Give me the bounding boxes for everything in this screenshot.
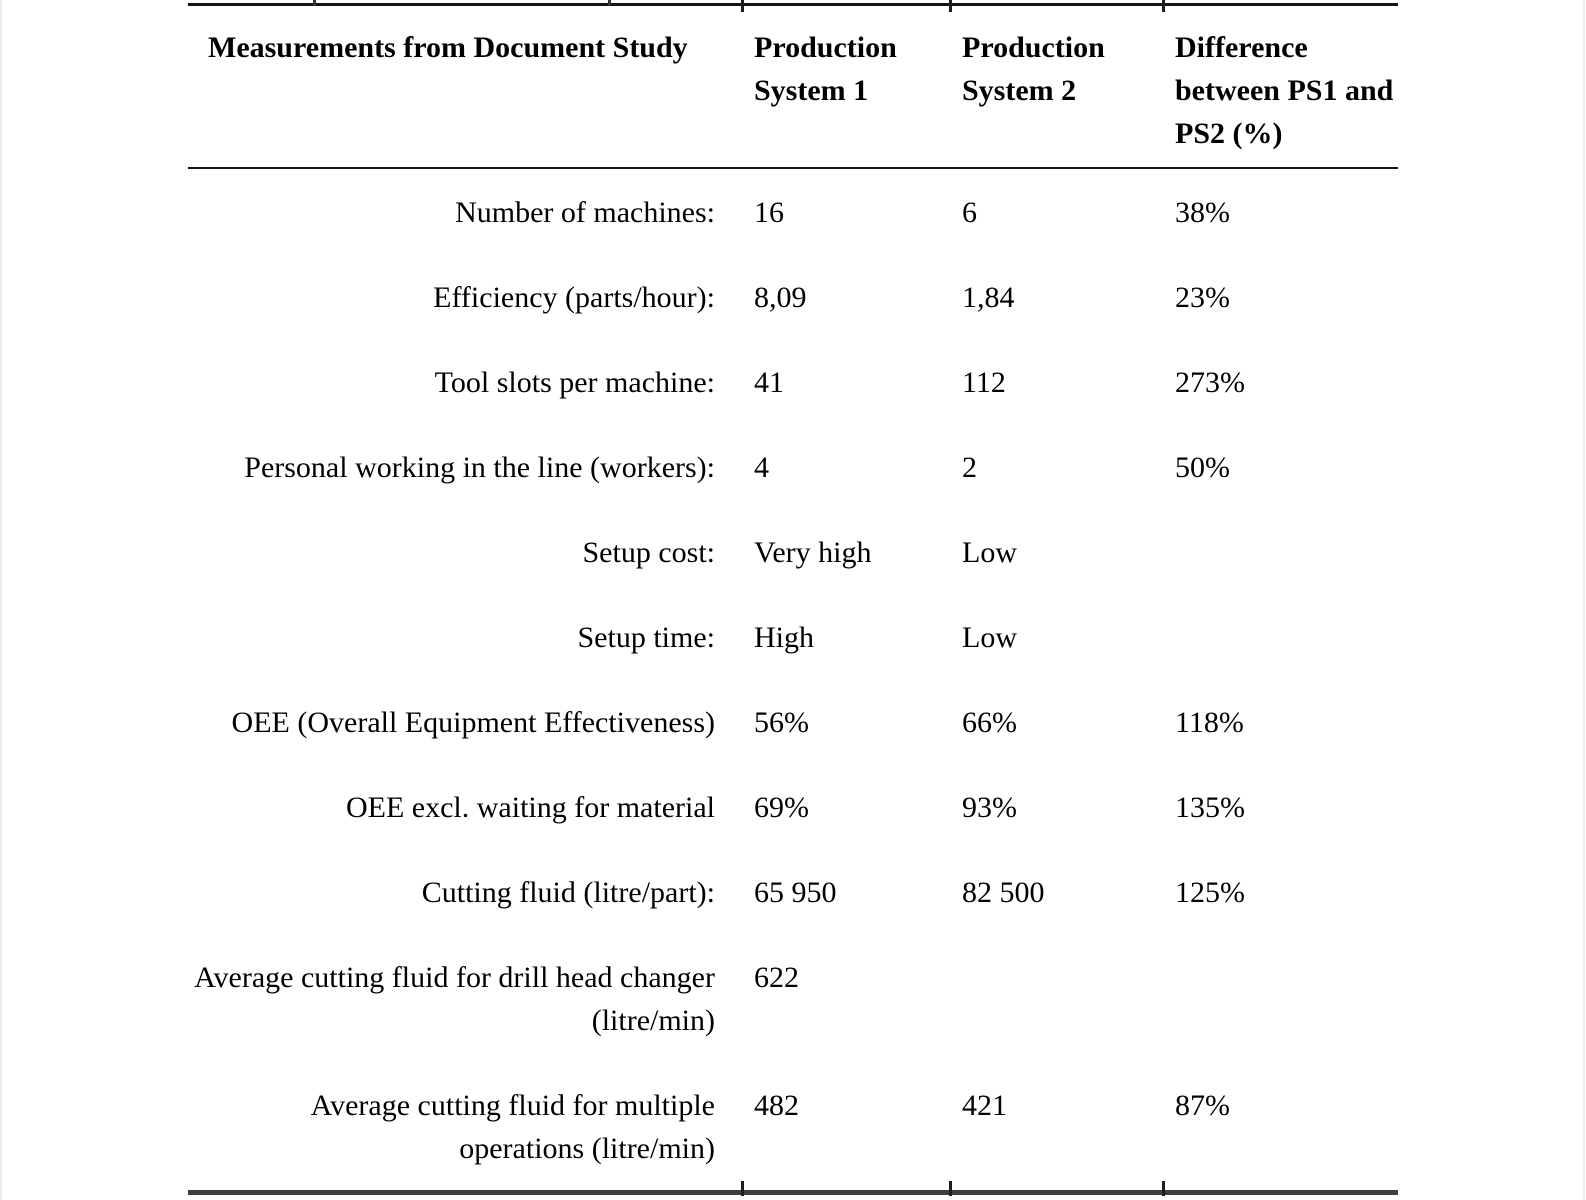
measurements-table: Measurements from Document Study Product… bbox=[188, 0, 1398, 1196]
ps1-value: 8,09 bbox=[754, 281, 807, 314]
diff-value: 273% bbox=[1175, 366, 1245, 399]
page-left-edge bbox=[0, 0, 2, 1200]
ps1-value: 622 bbox=[754, 961, 799, 994]
diff-value bbox=[1162, 531, 1398, 574]
ps2-value: 66% bbox=[962, 706, 1017, 739]
row-label: OEE (Overall Equipment Effectiveness) bbox=[231, 706, 715, 739]
row-label: Personal working in the line (workers): bbox=[244, 451, 715, 484]
ps2-value: Low bbox=[962, 621, 1017, 654]
column-header-difference: Difference between PS1 and PS2 (%) bbox=[1175, 31, 1394, 150]
column-divider-nub bbox=[1162, 0, 1165, 12]
ps2-value: 2 bbox=[962, 451, 977, 484]
ps2-value: 93% bbox=[962, 791, 1017, 824]
table-bottom-rule bbox=[188, 1181, 1398, 1196]
table-row-avg-fluid-multiple-ops: Average cutting fluid for multiple opera… bbox=[188, 1062, 1398, 1190]
table-row-setup-time: Setup time: High Low bbox=[188, 594, 1398, 679]
column-divider-nub bbox=[741, 0, 744, 12]
ps2-value: Low bbox=[962, 536, 1017, 569]
ps1-value: 4 bbox=[754, 451, 769, 484]
row-label: OEE excl. waiting for material bbox=[345, 791, 715, 824]
column-header-ps1: Production System 1 bbox=[754, 31, 897, 107]
ps2-value: 82 500 bbox=[962, 876, 1045, 909]
diff-value: 118% bbox=[1175, 706, 1244, 739]
ps1-value: 41 bbox=[754, 366, 784, 399]
ps1-value: 16 bbox=[754, 196, 784, 229]
diff-value: 87% bbox=[1175, 1089, 1230, 1122]
table-row-personal-working: Personal working in the line (workers): … bbox=[188, 424, 1398, 509]
ps1-value: Very high bbox=[754, 536, 872, 569]
table-row-setup-cost: Setup cost: Very high Low bbox=[188, 509, 1398, 594]
cropped-text-artifact bbox=[313, 0, 316, 6]
diff-value: 125% bbox=[1175, 876, 1245, 909]
ps2-value: 6 bbox=[962, 196, 977, 229]
column-header-measurements: Measurements from Document Study bbox=[208, 31, 688, 64]
column-divider-nub bbox=[1162, 1181, 1165, 1196]
column-divider-nub bbox=[741, 1181, 744, 1196]
ps1-value: High bbox=[754, 621, 814, 654]
ps2-value bbox=[949, 956, 1162, 1042]
column-divider-nub bbox=[949, 0, 952, 12]
table-row-avg-fluid-drill-head: Average cutting fluid for drill head cha… bbox=[188, 934, 1398, 1062]
table-row-tool-slots: Tool slots per machine: 41 112 273% bbox=[188, 339, 1398, 424]
ps2-value: 112 bbox=[962, 366, 1006, 399]
ps1-value: 482 bbox=[754, 1089, 799, 1122]
table-row-oee-excl-waiting: OEE excl. waiting for material 69% 93% 1… bbox=[188, 764, 1398, 849]
ps2-value: 421 bbox=[962, 1089, 1007, 1122]
row-label: Cutting fluid (litre/part): bbox=[421, 876, 715, 909]
row-label: Tool slots per machine: bbox=[434, 366, 715, 399]
row-label: Average cutting fluid for drill head cha… bbox=[194, 961, 715, 1037]
table-row-oee: OEE (Overall Equipment Effectiveness) 56… bbox=[188, 679, 1398, 764]
ps2-value: 1,84 bbox=[962, 281, 1015, 314]
row-label: Efficiency (parts/hour): bbox=[433, 281, 715, 314]
row-label: Number of machines: bbox=[455, 196, 715, 229]
diff-value: 50% bbox=[1175, 451, 1230, 484]
row-label: Average cutting fluid for multiple opera… bbox=[310, 1089, 715, 1165]
ps1-value: 65 950 bbox=[754, 876, 837, 909]
page-right-edge bbox=[1583, 0, 1585, 1200]
row-label: Setup time: bbox=[577, 621, 716, 654]
table-row-cutting-fluid: Cutting fluid (litre/part): 65 950 82 50… bbox=[188, 849, 1398, 934]
table-row-efficiency: Efficiency (parts/hour): 8,09 1,84 23% bbox=[188, 254, 1398, 339]
column-divider-nub bbox=[949, 1181, 952, 1196]
diff-value bbox=[1162, 956, 1398, 1042]
diff-value: 38% bbox=[1175, 196, 1230, 229]
row-label: Setup cost: bbox=[582, 536, 716, 569]
table-header-row: Measurements from Document Study Product… bbox=[188, 3, 1398, 169]
diff-value: 135% bbox=[1175, 791, 1245, 824]
column-header-ps2: Production System 2 bbox=[962, 31, 1105, 107]
diff-value bbox=[1162, 616, 1398, 659]
ps1-value: 69% bbox=[754, 791, 809, 824]
table-row-number-of-machines: Number of machines: 16 6 38% bbox=[188, 169, 1398, 254]
cropped-text-artifact bbox=[608, 0, 611, 6]
ps1-value: 56% bbox=[754, 706, 809, 739]
diff-value: 23% bbox=[1175, 281, 1230, 314]
